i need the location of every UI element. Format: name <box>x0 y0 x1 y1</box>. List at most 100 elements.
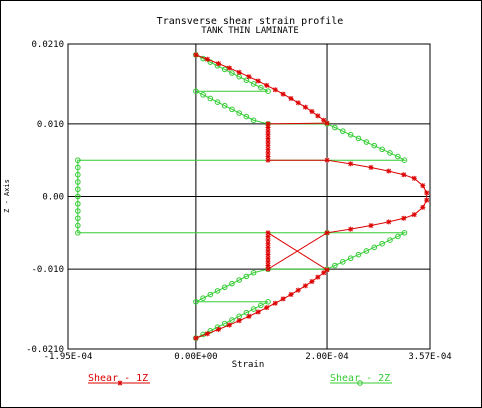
star-marker <box>264 82 270 88</box>
series-shear-2z <box>75 52 408 341</box>
star-marker <box>246 313 252 319</box>
circle-marker <box>387 237 393 243</box>
star-marker <box>368 164 374 170</box>
circle-marker <box>75 208 81 214</box>
circle-marker <box>250 306 257 312</box>
circle-marker <box>200 295 206 301</box>
star-marker <box>401 172 407 178</box>
star-marker <box>204 56 210 62</box>
circle-marker <box>229 70 235 76</box>
y-axis-label: Z - Axis <box>3 179 11 213</box>
circle-marker <box>229 317 235 323</box>
series-layer <box>75 52 430 341</box>
circle-marker <box>207 291 214 298</box>
circle-marker <box>357 380 363 386</box>
circle-marker <box>243 77 250 84</box>
star-marker <box>302 104 308 110</box>
star-marker <box>411 175 417 181</box>
circle-marker <box>371 244 378 251</box>
circle-marker <box>214 288 221 294</box>
circle-marker <box>207 59 214 65</box>
circle-marker <box>229 106 235 113</box>
x-axis-label: Strain <box>232 360 265 370</box>
circle-marker <box>221 66 228 73</box>
star-marker <box>368 223 374 229</box>
circle-marker <box>379 240 385 247</box>
star-marker <box>315 113 321 119</box>
circle-marker <box>229 280 235 287</box>
circle-marker <box>258 302 264 309</box>
circle-marker <box>332 262 338 269</box>
star-marker <box>321 270 327 276</box>
circle-marker <box>401 230 408 236</box>
circle-marker <box>339 128 346 134</box>
circle-marker <box>332 124 338 131</box>
star-marker <box>348 226 354 232</box>
legend-label: Shear - 2Z <box>330 373 390 384</box>
y-tick-label: -0.010 <box>31 265 64 275</box>
star-marker <box>420 183 426 189</box>
circle-marker <box>250 117 257 124</box>
circle-marker <box>207 95 214 102</box>
x-tick-label: -1.95E-04 <box>44 352 93 362</box>
x-tick-label: 0.00E+00 <box>174 352 217 362</box>
star-marker <box>302 283 308 289</box>
tick-labels: -1.95E-04 0.00E+00 2.00E-04 3.57E-04 0.0210 0… <box>26 40 452 362</box>
y-tick-label: 0.0210 <box>31 40 64 50</box>
circle-marker <box>221 284 228 291</box>
legend-item-shear-2z: Shear - 2Z <box>330 373 392 386</box>
x-tick-label: 2.00E-04 <box>305 352 348 362</box>
circle-marker <box>379 146 385 153</box>
circle-marker <box>75 193 81 200</box>
circle-marker <box>75 186 81 193</box>
circle-marker <box>339 259 346 265</box>
circle-marker <box>75 171 81 178</box>
circle-marker <box>75 222 81 229</box>
star-marker <box>265 255 271 261</box>
chart-title: Transverse shear strain profile <box>157 16 344 27</box>
star-marker <box>280 296 286 302</box>
circle-marker <box>207 328 214 334</box>
star-marker <box>324 120 330 126</box>
star-marker <box>295 287 301 293</box>
circle-marker <box>236 277 242 283</box>
star-marker <box>226 322 232 328</box>
star-marker <box>265 248 271 254</box>
star-marker <box>424 197 430 203</box>
circle-marker <box>347 255 354 262</box>
circle-marker <box>75 200 81 207</box>
circle-marker <box>347 131 354 138</box>
star-marker <box>348 161 354 167</box>
star-marker <box>309 278 315 284</box>
star-marker <box>265 121 271 127</box>
star-marker <box>288 292 294 298</box>
circle-marker <box>258 84 264 91</box>
circle-marker <box>395 153 401 160</box>
star-marker <box>424 190 430 196</box>
circle-marker <box>363 248 370 254</box>
star-marker <box>309 109 315 115</box>
circle-marker <box>265 88 271 95</box>
star-marker <box>117 380 123 386</box>
circle-marker <box>75 179 81 185</box>
legend-label: Shear - 1Z <box>88 373 148 384</box>
x-tick-label: 3.57E-04 <box>408 352 451 362</box>
star-marker <box>226 65 232 71</box>
star-marker <box>386 168 392 174</box>
star-marker <box>288 95 294 101</box>
star-marker <box>255 309 261 315</box>
star-marker <box>216 61 222 67</box>
grid-lines <box>68 44 430 349</box>
star-marker <box>265 157 271 163</box>
star-marker <box>295 100 301 106</box>
circle-marker <box>221 320 228 327</box>
star-marker <box>401 215 407 221</box>
circle-marker <box>75 230 81 236</box>
circle-marker <box>75 164 81 171</box>
circle-marker <box>250 81 257 87</box>
star-marker <box>236 318 242 324</box>
circle-marker <box>250 269 257 276</box>
star-marker <box>324 230 330 236</box>
circle-marker <box>221 102 228 109</box>
